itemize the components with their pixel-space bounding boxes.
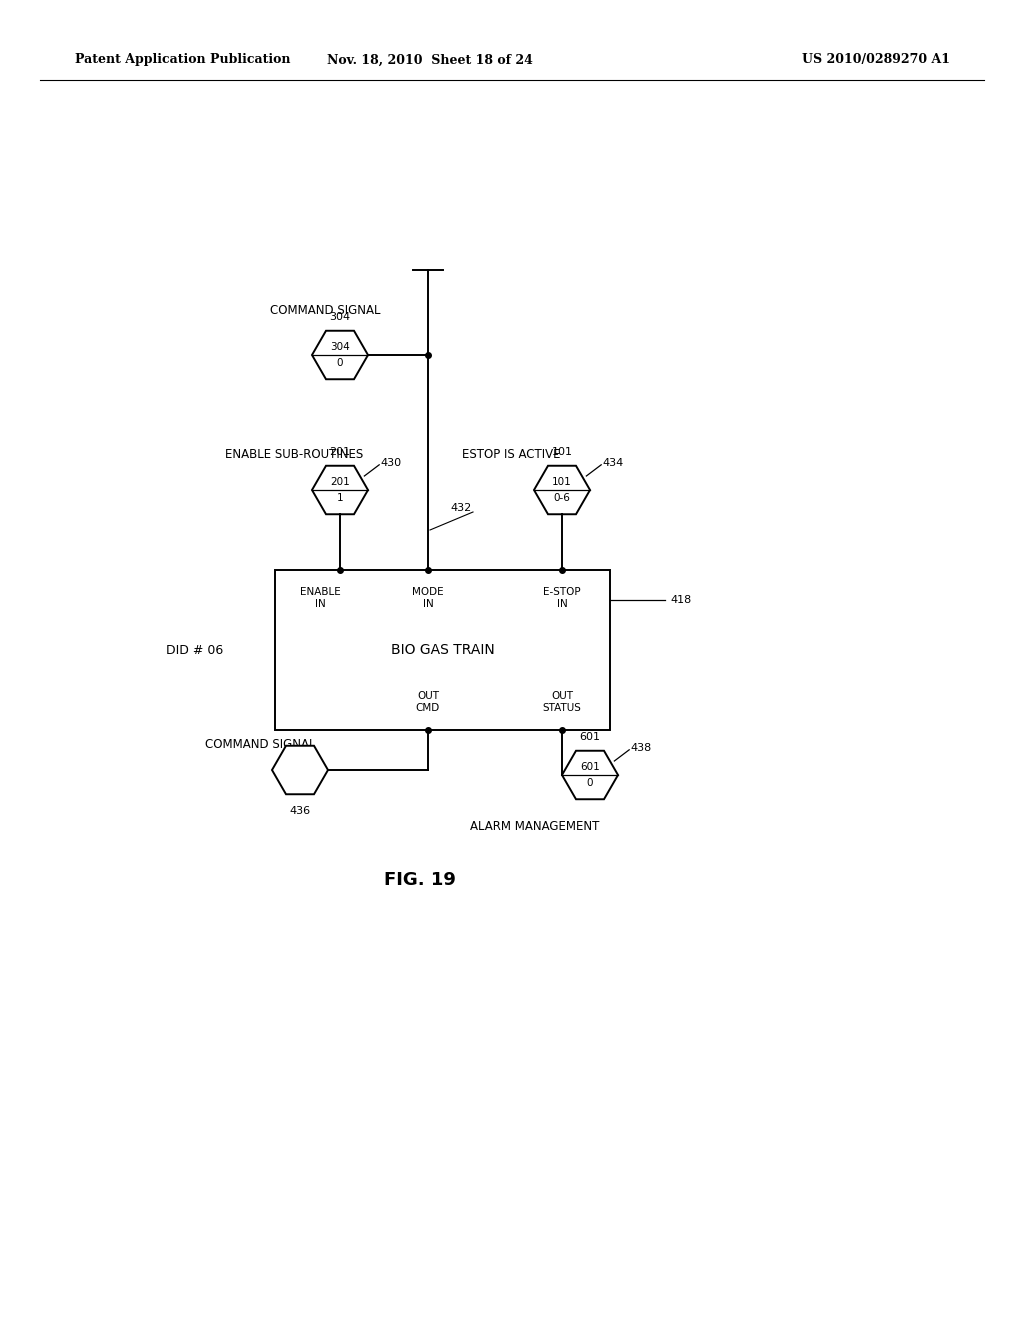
Polygon shape (312, 466, 368, 515)
Text: ENABLE SUB-ROUTINES: ENABLE SUB-ROUTINES (225, 449, 364, 462)
Text: BIO GAS TRAIN: BIO GAS TRAIN (390, 643, 495, 657)
Text: 434: 434 (602, 458, 624, 469)
Text: 201: 201 (330, 477, 350, 487)
Text: COMMAND SIGNAL: COMMAND SIGNAL (205, 738, 315, 751)
Text: 432: 432 (450, 503, 471, 513)
Text: E-STOP
IN: E-STOP IN (543, 587, 581, 609)
Polygon shape (534, 466, 590, 515)
Text: Patent Application Publication: Patent Application Publication (75, 54, 291, 66)
Text: 430: 430 (381, 458, 401, 469)
Text: 601: 601 (580, 733, 600, 742)
Text: ESTOP IS ACTIVE: ESTOP IS ACTIVE (462, 449, 560, 462)
Text: 436: 436 (290, 807, 310, 816)
Text: 418: 418 (670, 595, 691, 605)
Text: OUT
CMD: OUT CMD (416, 692, 440, 713)
Text: 0: 0 (587, 779, 593, 788)
Text: 201: 201 (330, 447, 350, 457)
Text: 101: 101 (552, 447, 572, 457)
Text: 101: 101 (552, 477, 571, 487)
Text: OUT
STATUS: OUT STATUS (543, 692, 582, 713)
Text: Nov. 18, 2010  Sheet 18 of 24: Nov. 18, 2010 Sheet 18 of 24 (327, 54, 532, 66)
Polygon shape (312, 331, 368, 379)
Text: 304: 304 (330, 342, 350, 351)
Bar (275, 570, 610, 730)
Text: 0-6: 0-6 (554, 494, 570, 503)
Text: 438: 438 (631, 743, 652, 754)
Text: 304: 304 (330, 312, 350, 322)
Text: 1: 1 (337, 494, 343, 503)
Text: 0: 0 (337, 359, 343, 368)
Text: COMMAND SIGNAL: COMMAND SIGNAL (270, 304, 381, 317)
Text: US 2010/0289270 A1: US 2010/0289270 A1 (802, 54, 950, 66)
Text: MODE
IN: MODE IN (413, 587, 443, 609)
Polygon shape (272, 746, 328, 795)
Text: ALARM MANAGEMENT: ALARM MANAGEMENT (470, 820, 600, 833)
Polygon shape (562, 751, 618, 799)
Text: FIG. 19: FIG. 19 (384, 871, 456, 888)
Text: DID # 06: DID # 06 (166, 644, 223, 656)
Text: ENABLE
IN: ENABLE IN (300, 587, 340, 609)
Text: 601: 601 (581, 762, 600, 772)
